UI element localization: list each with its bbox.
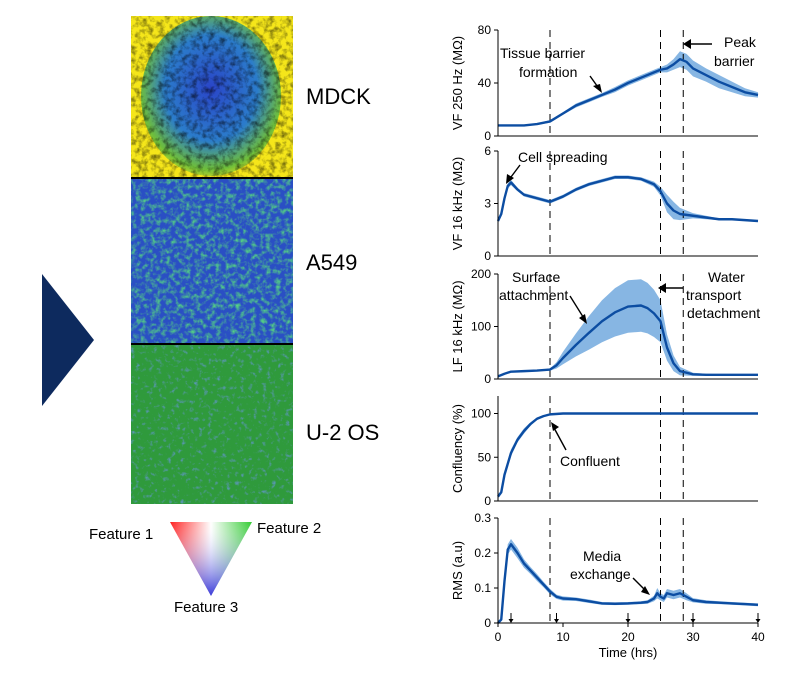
series-line <box>498 57 759 127</box>
y-axis-label: LF 16 kHz (MΩ) <box>450 280 465 372</box>
event-mark-head <box>554 619 559 623</box>
strip-label-u2os: U-2 OS <box>306 420 380 445</box>
annotation-tissue-1: Tissue barrier <box>500 45 585 61</box>
x-tick-label: 30 <box>686 630 700 644</box>
annotation-media-1: Media <box>583 548 621 564</box>
y-tick-label: 0 <box>484 494 491 508</box>
arrowhead <box>641 586 650 595</box>
y-tick-label: 0.1 <box>474 581 491 595</box>
divider <box>131 343 293 345</box>
feature-3-label: Feature 3 <box>174 599 239 616</box>
arrowhead <box>506 174 514 184</box>
annotation-water-1: Water <box>708 269 745 285</box>
annotation-surface-2: attachment <box>499 287 568 303</box>
arrowhead <box>551 422 559 431</box>
series-line <box>496 176 759 223</box>
y-tick-label: 0 <box>484 372 491 386</box>
annotation-peak-1: Peak <box>724 34 757 50</box>
annotation-arrows <box>507 43 712 593</box>
strip-label-a549: A549 <box>306 250 358 275</box>
annotation-media-2: exchange <box>570 566 631 582</box>
series-line <box>497 543 759 624</box>
y-axis-label: Confluency (%) <box>450 404 465 493</box>
error-band <box>498 413 758 497</box>
arrowhead <box>593 84 602 93</box>
series-line <box>497 304 758 378</box>
error-band <box>498 279 758 377</box>
y-tick-label: 100 <box>471 407 491 421</box>
arrowheads <box>506 39 691 595</box>
y-tick-label: 0.3 <box>474 511 491 525</box>
a549-feature-map <box>131 179 293 344</box>
arrowhead <box>683 39 691 49</box>
y-axis-label: RMS (a.u) <box>450 541 465 600</box>
y-axis-label: VF 250 Hz (MΩ) <box>450 36 465 130</box>
annotation-tissue-2: formation <box>519 64 577 80</box>
event-mark-head <box>508 619 514 623</box>
x-axis-label: Time (hrs) <box>599 645 658 660</box>
x-tick-label: 10 <box>556 630 570 644</box>
chart-panel-1: 0 40 80 VF 250 Hz (MΩ) <box>450 23 759 143</box>
y-tick-label: 40 <box>478 76 492 90</box>
error-band <box>498 539 758 623</box>
y-axis-label: VF 16 kHz (MΩ) <box>450 157 465 251</box>
annotation-surface-1: Surface <box>512 269 560 285</box>
navy-arrow-icon <box>42 274 94 406</box>
series-line <box>497 412 758 498</box>
feature-1-label: Feature 1 <box>89 526 154 543</box>
arrow-confluent <box>552 425 567 451</box>
event-mark-head <box>755 619 761 623</box>
chart-panel-2: 0 3 6 VF 16 kHz (MΩ) <box>450 144 759 263</box>
feature-2-label: Feature 2 <box>257 520 322 537</box>
y-tick-label: 0 <box>484 616 491 630</box>
chart-panel-3: 0 100 200 LF 16 kHz (MΩ) <box>450 267 758 386</box>
chart-panel-5: 0 0.1 0.2 0.3 RMS (a.u) 0 10 20 30 40 Time (hrs) <box>450 511 765 660</box>
arrowhead <box>579 314 587 324</box>
y-tick-label: 0.2 <box>474 546 491 560</box>
mdck-feature-map <box>131 16 293 178</box>
annotation-water-2: transport <box>686 287 741 303</box>
y-tick-label: 50 <box>478 450 492 464</box>
x-tick-label: 20 <box>621 630 635 644</box>
strip-label-mdck: MDCK <box>306 84 371 109</box>
event-mark-head <box>690 619 696 623</box>
x-tick-label: 0 <box>495 630 502 644</box>
divider <box>131 177 293 179</box>
y-tick-label: 3 <box>484 197 491 211</box>
annotation-confluent: Confluent <box>560 453 620 469</box>
y-tick-label: 6 <box>484 144 491 158</box>
y-tick-label: 0 <box>484 249 491 263</box>
chart-panel-4: 0 50 100 Confluency (%) <box>450 396 758 508</box>
annotation-peak-2: barrier <box>714 53 755 69</box>
u2os-feature-map <box>131 345 293 504</box>
color-triangle-legend <box>170 522 252 596</box>
y-tick-label: 0 <box>484 129 491 143</box>
annotation-water-3: detachment <box>687 305 760 321</box>
event-mark-head <box>625 619 631 623</box>
y-tick-label: 80 <box>478 23 492 37</box>
y-tick-label: 100 <box>471 320 491 334</box>
arrowhead <box>658 283 666 293</box>
y-tick-label: 200 <box>471 267 491 281</box>
x-tick-label: 40 <box>751 630 765 644</box>
annotation-cell-spreading: Cell spreading <box>518 149 608 165</box>
